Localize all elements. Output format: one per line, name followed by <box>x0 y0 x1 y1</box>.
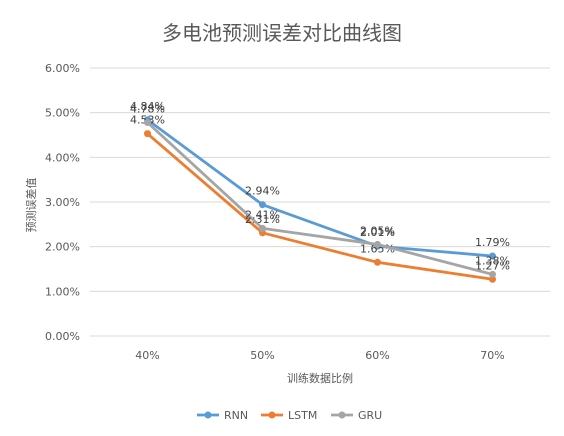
legend[interactable]: RNN LSTM GRU <box>197 409 382 422</box>
y-tick-label: 2.00% <box>45 241 80 254</box>
y-tick-label: 0.00% <box>45 330 80 343</box>
y-tick-label: 1.00% <box>45 285 80 298</box>
data-point-gru[interactable] <box>489 270 496 278</box>
y-tick-label: 6.00% <box>45 62 80 75</box>
data-label-gru: 2.05% <box>360 224 395 237</box>
data-point-lstm[interactable] <box>374 258 381 266</box>
x-axis-title: 训练数据比例 <box>287 371 353 385</box>
data-label-lstm: 1.27% <box>475 259 510 272</box>
data-label-rnn: 4.84% <box>130 100 165 113</box>
series-line-lstm <box>146 132 494 281</box>
data-label-rnn: 1.79% <box>475 236 510 249</box>
y-tick-label: 5.00% <box>45 107 80 120</box>
data-label-rnn: 2.01% <box>360 226 395 239</box>
legend-item-lstm[interactable]: LSTM <box>261 409 317 422</box>
data-point-lstm[interactable] <box>144 130 151 138</box>
data-point-gru[interactable] <box>259 224 266 232</box>
legend-item-rnn[interactable]: RNN <box>197 409 248 422</box>
x-tick-label: 40% <box>135 349 159 362</box>
data-point-gru[interactable] <box>144 118 151 126</box>
data-point-lstm[interactable] <box>489 275 496 283</box>
data-point-rnn[interactable] <box>259 201 266 209</box>
legend-item-gru[interactable]: GRU <box>331 409 382 422</box>
x-tick-label: 50% <box>250 349 274 362</box>
legend-marker-lstm <box>268 411 276 419</box>
series-rnn: 4.84% 2.94% 2.01% 1.79% <box>130 100 510 260</box>
y-tick-label: 3.00% <box>45 196 80 209</box>
legend-marker-gru <box>338 411 346 419</box>
y-axis-title: 预测误差值 <box>24 178 38 233</box>
series-line-rnn <box>146 118 494 258</box>
data-point-gru[interactable] <box>374 240 381 248</box>
series-line-gru <box>146 121 494 276</box>
x-tick-label: 70% <box>480 349 504 362</box>
series-layer: 4.84% 2.94% 2.01% 1.79%4.53%2.31%1.65%1.27%… <box>130 100 510 283</box>
data-label-lstm: 2.31% <box>245 213 280 226</box>
series-gru: 4.78% 2.41% 2.05% 1.38% <box>130 102 510 278</box>
y-axis-ticks: 0.00% 1.00% 2.00% 3.00% 4.00% 5.00% 6.00% <box>45 62 80 343</box>
series-lstm: 4.53%2.31%1.65%1.27% <box>130 114 510 283</box>
legend-label-gru: GRU <box>358 409 382 422</box>
legend-label-rnn: RNN <box>224 409 248 422</box>
data-label-gru: 1.38% <box>475 254 510 267</box>
legend-marker-rnn <box>204 411 212 419</box>
data-point-rnn[interactable] <box>489 252 496 260</box>
legend-label-lstm: LSTM <box>288 409 317 422</box>
data-label-gru: 2.41% <box>245 208 280 221</box>
data-label-rnn: 2.94% <box>245 185 280 198</box>
chart-title: 多电池预测误差对比曲线图 <box>162 21 402 45</box>
data-label-gru: 4.78% <box>130 102 165 115</box>
y-tick-label: 4.00% <box>45 151 80 164</box>
x-axis-ticks: 40% 50% 60% 70% <box>135 349 504 362</box>
x-tick-label: 60% <box>365 349 389 362</box>
